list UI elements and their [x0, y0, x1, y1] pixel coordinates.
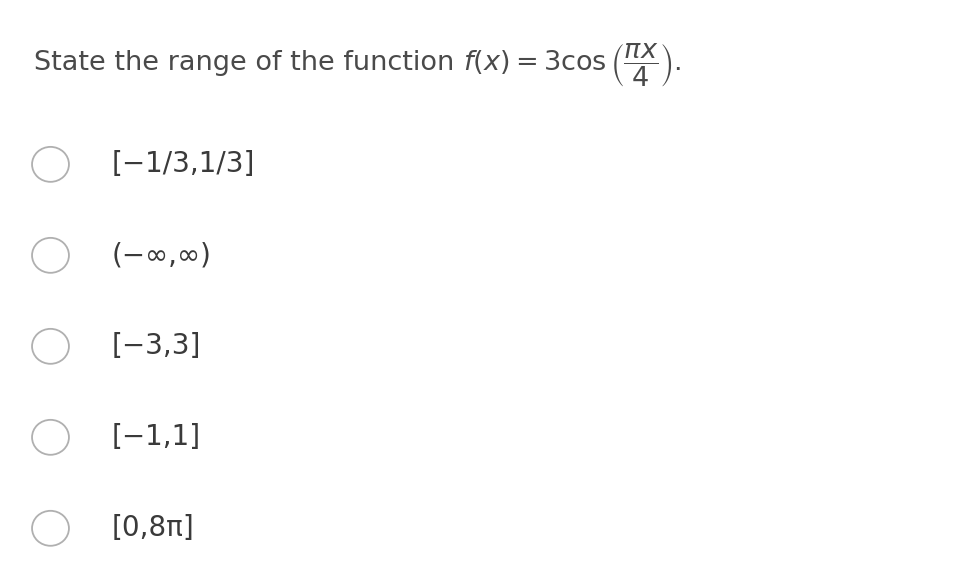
Text: [0,8π]: [0,8π]: [112, 514, 194, 542]
Text: State the range of the function: State the range of the function: [34, 50, 463, 76]
Text: (−∞,∞): (−∞,∞): [112, 241, 212, 269]
Text: [−1/3,1/3]: [−1/3,1/3]: [112, 150, 255, 178]
Text: $f\left(x\right) = 3\cos\left(\dfrac{\pi x}{4}\right).$: $f\left(x\right) = 3\cos\left(\dfrac{\pi…: [463, 41, 682, 89]
Text: [−3,3]: [−3,3]: [112, 332, 201, 360]
Text: [−1,1]: [−1,1]: [112, 423, 201, 451]
